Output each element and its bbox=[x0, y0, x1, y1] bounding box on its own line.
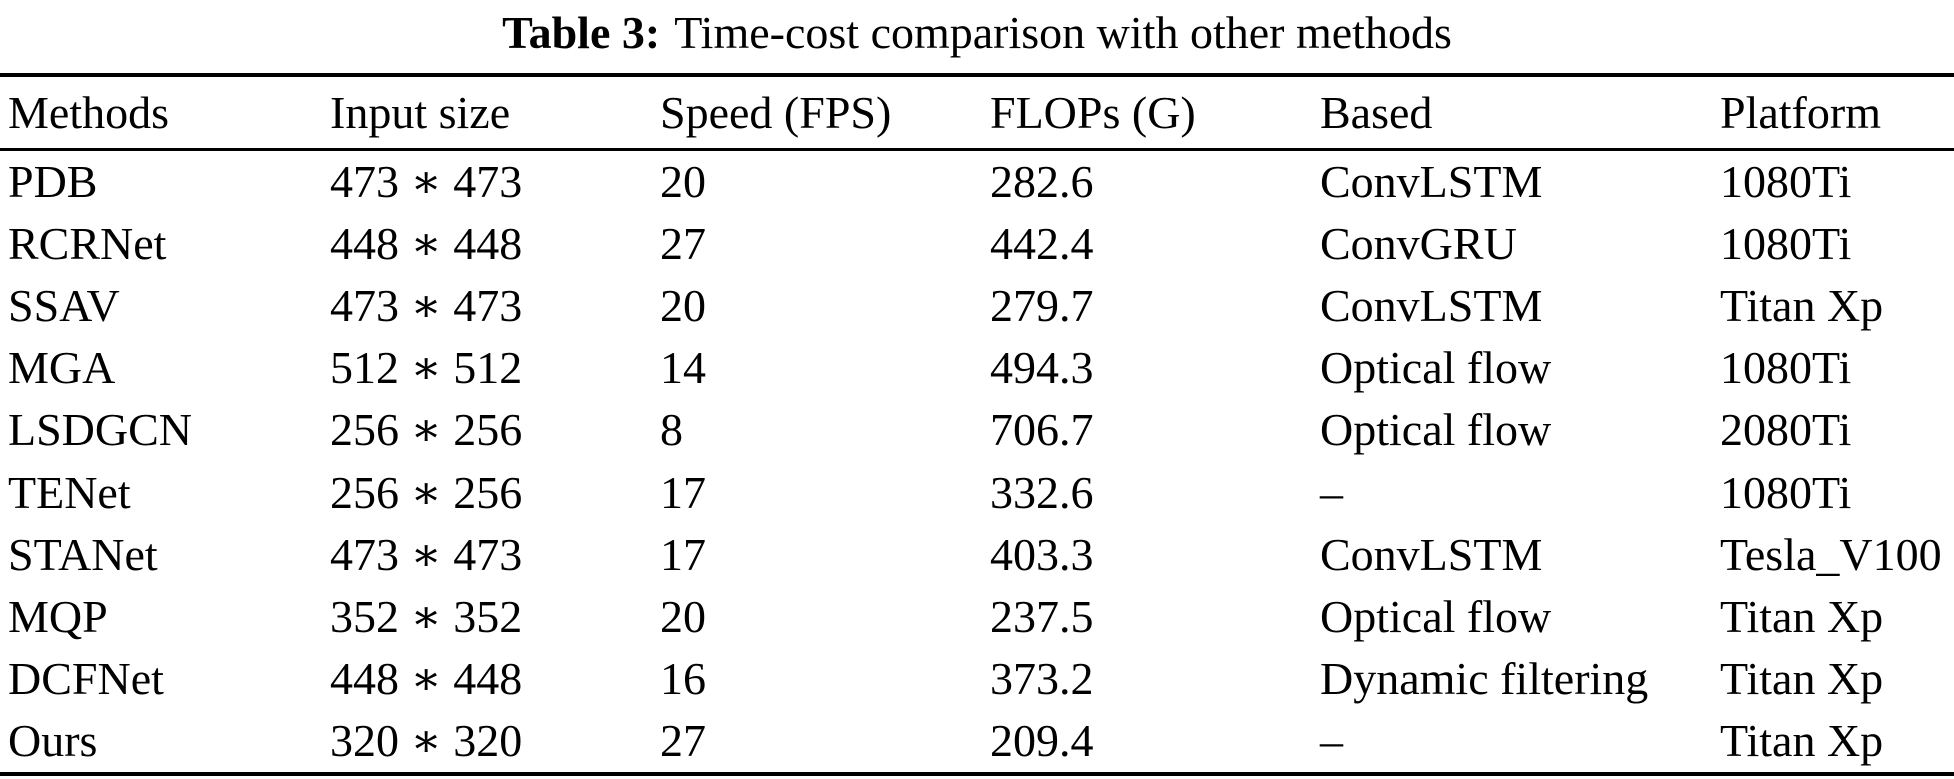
cell-platform: 1080Ti bbox=[1720, 466, 1852, 518]
cell-based: – bbox=[1320, 714, 1343, 766]
cell-flops: 403.3 bbox=[990, 528, 1094, 580]
cell-method: STANet bbox=[8, 528, 158, 580]
cell-based: ConvLSTM bbox=[1320, 280, 1543, 332]
cell-platform: 1080Ti bbox=[1720, 342, 1852, 394]
table-row-pdb: PDB 473 ∗ 473 20 282.6 ConvLSTM 1080Ti bbox=[0, 151, 1954, 213]
cell-speed: 27 bbox=[660, 714, 706, 766]
table-row-dcfnet: DCFNet 448 ∗ 448 16 373.2 Dynamic filter… bbox=[0, 648, 1954, 710]
cell-based: ConvLSTM bbox=[1320, 528, 1543, 580]
table-row-stanet: STANet 473 ∗ 473 17 403.3 ConvLSTM Tesla… bbox=[0, 524, 1954, 586]
cell-speed: 8 bbox=[660, 404, 683, 456]
cell-input-size: 448 ∗ 448 bbox=[330, 218, 523, 270]
cell-flops: 279.7 bbox=[990, 280, 1094, 332]
cell-platform: Titan Xp bbox=[1720, 590, 1884, 642]
cell-flops: 706.7 bbox=[990, 404, 1094, 456]
table-caption-label: Table 3: bbox=[502, 7, 661, 58]
cell-platform: Titan Xp bbox=[1720, 652, 1884, 704]
cell-speed: 20 bbox=[660, 280, 706, 332]
cell-platform: 1080Ti bbox=[1720, 156, 1852, 208]
cell-based: ConvGRU bbox=[1320, 218, 1517, 270]
cell-input-size: 473 ∗ 473 bbox=[330, 280, 523, 332]
column-header-speed-fps: Speed (FPS) bbox=[660, 86, 892, 138]
cell-based: Dynamic filtering bbox=[1320, 652, 1649, 704]
table-caption: Table 3: Time-cost comparison with other … bbox=[0, 0, 1954, 73]
table-row-rcrnet: RCRNet 448 ∗ 448 27 442.4 ConvGRU 1080Ti bbox=[0, 213, 1954, 275]
cell-input-size: 256 ∗ 256 bbox=[330, 404, 523, 456]
table-caption-text: Time-cost comparison with other methods bbox=[674, 7, 1452, 58]
cell-method: LSDGCN bbox=[8, 404, 193, 456]
cell-platform: Titan Xp bbox=[1720, 280, 1884, 332]
column-header-methods: Methods bbox=[8, 86, 169, 138]
table-body: PDB 473 ∗ 473 20 282.6 ConvLSTM 1080Ti R… bbox=[0, 151, 1954, 776]
cell-based: Optical flow bbox=[1320, 342, 1552, 394]
cell-method: DCFNet bbox=[8, 652, 164, 704]
cell-method: MQP bbox=[8, 590, 108, 642]
column-header-input-size: Input size bbox=[330, 86, 511, 138]
cell-platform: Titan Xp bbox=[1720, 714, 1884, 766]
cell-based: ConvLSTM bbox=[1320, 156, 1543, 208]
cell-method: SSAV bbox=[8, 280, 120, 332]
cell-speed: 16 bbox=[660, 652, 706, 704]
table-row-mqp: MQP 352 ∗ 352 20 237.5 Optical flow Tita… bbox=[0, 586, 1954, 648]
cell-based: – bbox=[1320, 466, 1343, 518]
cell-input-size: 473 ∗ 473 bbox=[330, 156, 523, 208]
cell-platform: Tesla_V100 bbox=[1720, 528, 1942, 580]
cell-flops: 442.4 bbox=[990, 218, 1094, 270]
column-header-flops-g: FLOPs (G) bbox=[990, 86, 1196, 138]
cell-flops: 373.2 bbox=[990, 652, 1094, 704]
table-header-row: Methods Input size Speed (FPS) FLOPs (G)… bbox=[0, 73, 1954, 151]
cell-input-size: 352 ∗ 352 bbox=[330, 590, 523, 642]
table-row-lsdgcn: LSDGCN 256 ∗ 256 8 706.7 Optical flow 20… bbox=[0, 399, 1954, 461]
cell-input-size: 320 ∗ 320 bbox=[330, 714, 523, 766]
table-row-mga: MGA 512 ∗ 512 14 494.3 Optical flow 1080… bbox=[0, 337, 1954, 399]
cell-input-size: 473 ∗ 473 bbox=[330, 528, 523, 580]
cell-method: RCRNet bbox=[8, 218, 167, 270]
cell-platform: 1080Ti bbox=[1720, 218, 1852, 270]
cell-based: Optical flow bbox=[1320, 590, 1552, 642]
cell-flops: 237.5 bbox=[990, 590, 1094, 642]
cell-speed: 20 bbox=[660, 590, 706, 642]
column-header-platform: Platform bbox=[1720, 86, 1881, 138]
cell-flops: 332.6 bbox=[990, 466, 1094, 518]
cell-method: Ours bbox=[8, 714, 98, 766]
cell-speed: 17 bbox=[660, 466, 706, 518]
cell-method: TENet bbox=[8, 466, 131, 518]
cell-speed: 20 bbox=[660, 156, 706, 208]
column-header-based: Based bbox=[1320, 86, 1433, 138]
cell-input-size: 256 ∗ 256 bbox=[330, 466, 523, 518]
cell-input-size: 448 ∗ 448 bbox=[330, 652, 523, 704]
cell-speed: 27 bbox=[660, 218, 706, 270]
cell-method: MGA bbox=[8, 342, 116, 394]
table-row-tenet: TENet 256 ∗ 256 17 332.6 – 1080Ti bbox=[0, 461, 1954, 523]
cell-based: Optical flow bbox=[1320, 404, 1552, 456]
cell-input-size: 512 ∗ 512 bbox=[330, 342, 523, 394]
table-row-ssav: SSAV 473 ∗ 473 20 279.7 ConvLSTM Titan X… bbox=[0, 275, 1954, 337]
cell-platform: 2080Ti bbox=[1720, 404, 1852, 456]
table-row-ours: Ours 320 ∗ 320 27 209.4 – Titan Xp bbox=[0, 710, 1954, 772]
cell-speed: 17 bbox=[660, 528, 706, 580]
cell-speed: 14 bbox=[660, 342, 706, 394]
cell-method: PDB bbox=[8, 156, 98, 208]
cell-flops: 282.6 bbox=[990, 156, 1094, 208]
cell-flops: 494.3 bbox=[990, 342, 1094, 394]
cell-flops: 209.4 bbox=[990, 714, 1094, 766]
